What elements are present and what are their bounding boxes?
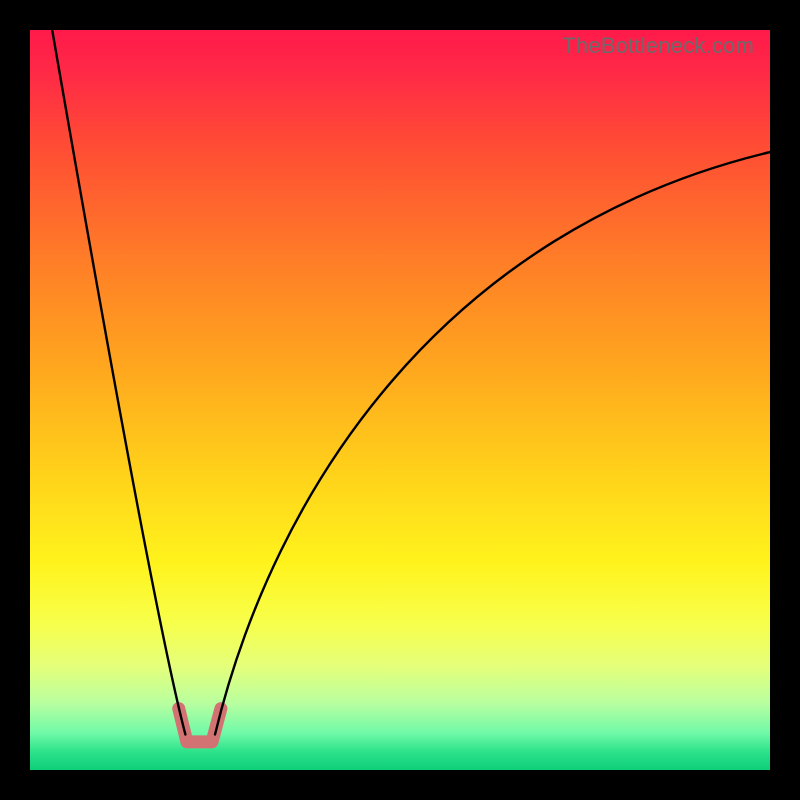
curve-svg: [30, 30, 770, 770]
minimum-marker: [179, 709, 221, 742]
watermark-text: TheBottleneck.com: [562, 33, 754, 59]
curve-left-branch: [52, 30, 185, 734]
plot-area: [30, 30, 770, 770]
chart-frame: TheBottleneck.com: [0, 0, 800, 800]
curve-right-branch: [215, 152, 770, 734]
